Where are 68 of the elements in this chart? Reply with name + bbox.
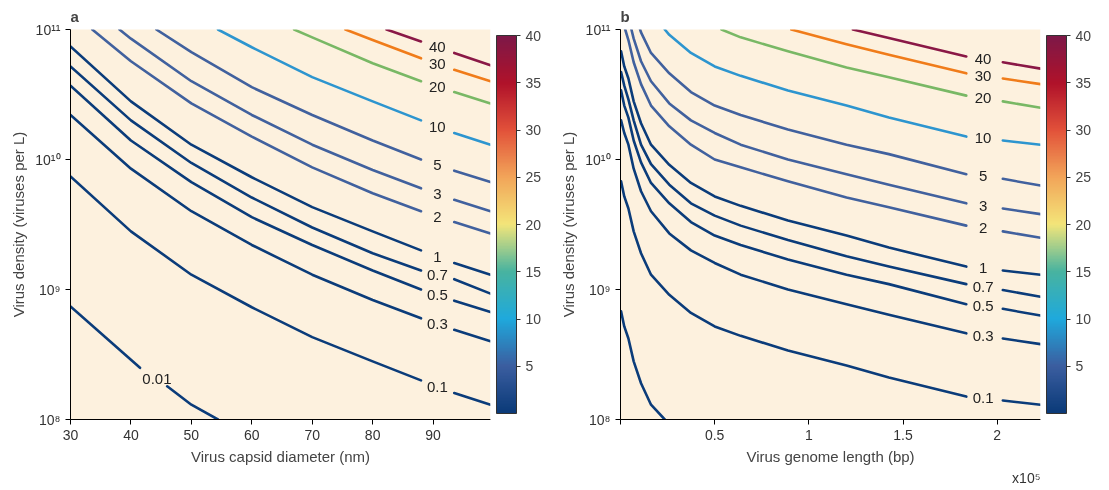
series-label: 20 bbox=[974, 89, 992, 107]
series-label: 40 bbox=[428, 38, 446, 56]
x-tick-label: 70 bbox=[304, 426, 321, 443]
x-tick-label: 1 bbox=[804, 426, 813, 443]
series-label: 40 bbox=[974, 50, 992, 68]
color-bar-label: 10 bbox=[525, 311, 542, 327]
x-tick-label: 80 bbox=[364, 426, 381, 443]
x-tick-label: 40 bbox=[123, 426, 139, 443]
series-label: 2 bbox=[433, 207, 442, 225]
text: x10⁵ bbox=[1012, 469, 1041, 486]
series-label: 30 bbox=[974, 66, 992, 84]
series-label: 30 bbox=[428, 54, 446, 72]
series-label: 10 bbox=[974, 129, 992, 147]
color-bar-label: 20 bbox=[1075, 216, 1092, 233]
y-tick-label: 10¹¹ bbox=[35, 21, 61, 38]
series-label: 0.5 bbox=[972, 297, 994, 315]
color-bar-label: 25 bbox=[1075, 169, 1092, 186]
line-series bbox=[620, 309, 667, 420]
y-tick-label: 10⁸ bbox=[589, 411, 611, 428]
color-bar-label: 30 bbox=[1075, 122, 1092, 138]
y-tick-label: 10⁹ bbox=[588, 281, 611, 298]
color-bar-label: 40 bbox=[1075, 27, 1092, 44]
y-axis-title: Virus density (viruses per L) bbox=[560, 131, 578, 318]
series-label: 20 bbox=[428, 77, 446, 95]
x-tick-label: 1.5 bbox=[893, 426, 913, 443]
x-tick-label: 50 bbox=[183, 426, 200, 443]
x-tick-label: 0.5 bbox=[704, 426, 725, 443]
series-label: 3 bbox=[978, 196, 988, 214]
series-label: 2 bbox=[978, 219, 988, 237]
series-label: 0.7 bbox=[972, 277, 994, 295]
chart-title: a bbox=[70, 7, 80, 25]
x-axis-title: Virus genome length (bp) bbox=[746, 447, 915, 465]
y-tick-label: 10¹¹ bbox=[585, 21, 611, 38]
color-bar-label: 35 bbox=[1075, 74, 1092, 91]
chart-title: b bbox=[620, 7, 630, 25]
color-bar-label: 15 bbox=[525, 263, 542, 280]
color-bar-label: 20 bbox=[525, 216, 542, 233]
color-bar-label: 10 bbox=[1075, 311, 1092, 327]
series-label: 10 bbox=[428, 117, 446, 135]
color-bar-label: 5 bbox=[1075, 358, 1084, 375]
series-label: 3 bbox=[433, 184, 442, 202]
series-label: 5 bbox=[978, 167, 988, 185]
color-bar-label: 30 bbox=[525, 122, 542, 138]
series-label: 0.7 bbox=[426, 265, 448, 283]
series-label: 0.01 bbox=[142, 370, 172, 388]
series-label: 0.3 bbox=[972, 326, 994, 344]
y-tick-label: 10⁸ bbox=[39, 411, 61, 428]
series-label: 0.3 bbox=[426, 314, 448, 332]
y-tick-label: 10⁹ bbox=[38, 281, 61, 298]
color-bar-label: 35 bbox=[525, 74, 542, 91]
y-tick-label: 10¹⁰ bbox=[585, 151, 611, 168]
x-tick-label: 60 bbox=[244, 426, 260, 443]
x-tick-label: 90 bbox=[425, 426, 442, 443]
series-label: 5 bbox=[433, 156, 442, 173]
color-bar-label: 15 bbox=[1075, 263, 1092, 280]
color-bar-label: 25 bbox=[525, 169, 542, 186]
x-axis-title: Virus capsid diameter (nm) bbox=[191, 447, 370, 465]
y-tick-label: 10¹⁰ bbox=[35, 151, 61, 168]
series-label: 0.1 bbox=[972, 389, 994, 407]
x-tick-label: 30 bbox=[62, 426, 79, 443]
y-axis-title: Virus density (viruses per L) bbox=[10, 131, 28, 318]
series-label: 0.1 bbox=[426, 377, 448, 395]
series-label: 1 bbox=[978, 259, 988, 277]
x-tick-label: 2 bbox=[993, 426, 1002, 443]
color-bar-label: 5 bbox=[525, 358, 534, 375]
color-bar-label: 40 bbox=[525, 27, 542, 44]
series-label: 1 bbox=[433, 247, 442, 265]
series-label: 0.5 bbox=[426, 286, 448, 303]
